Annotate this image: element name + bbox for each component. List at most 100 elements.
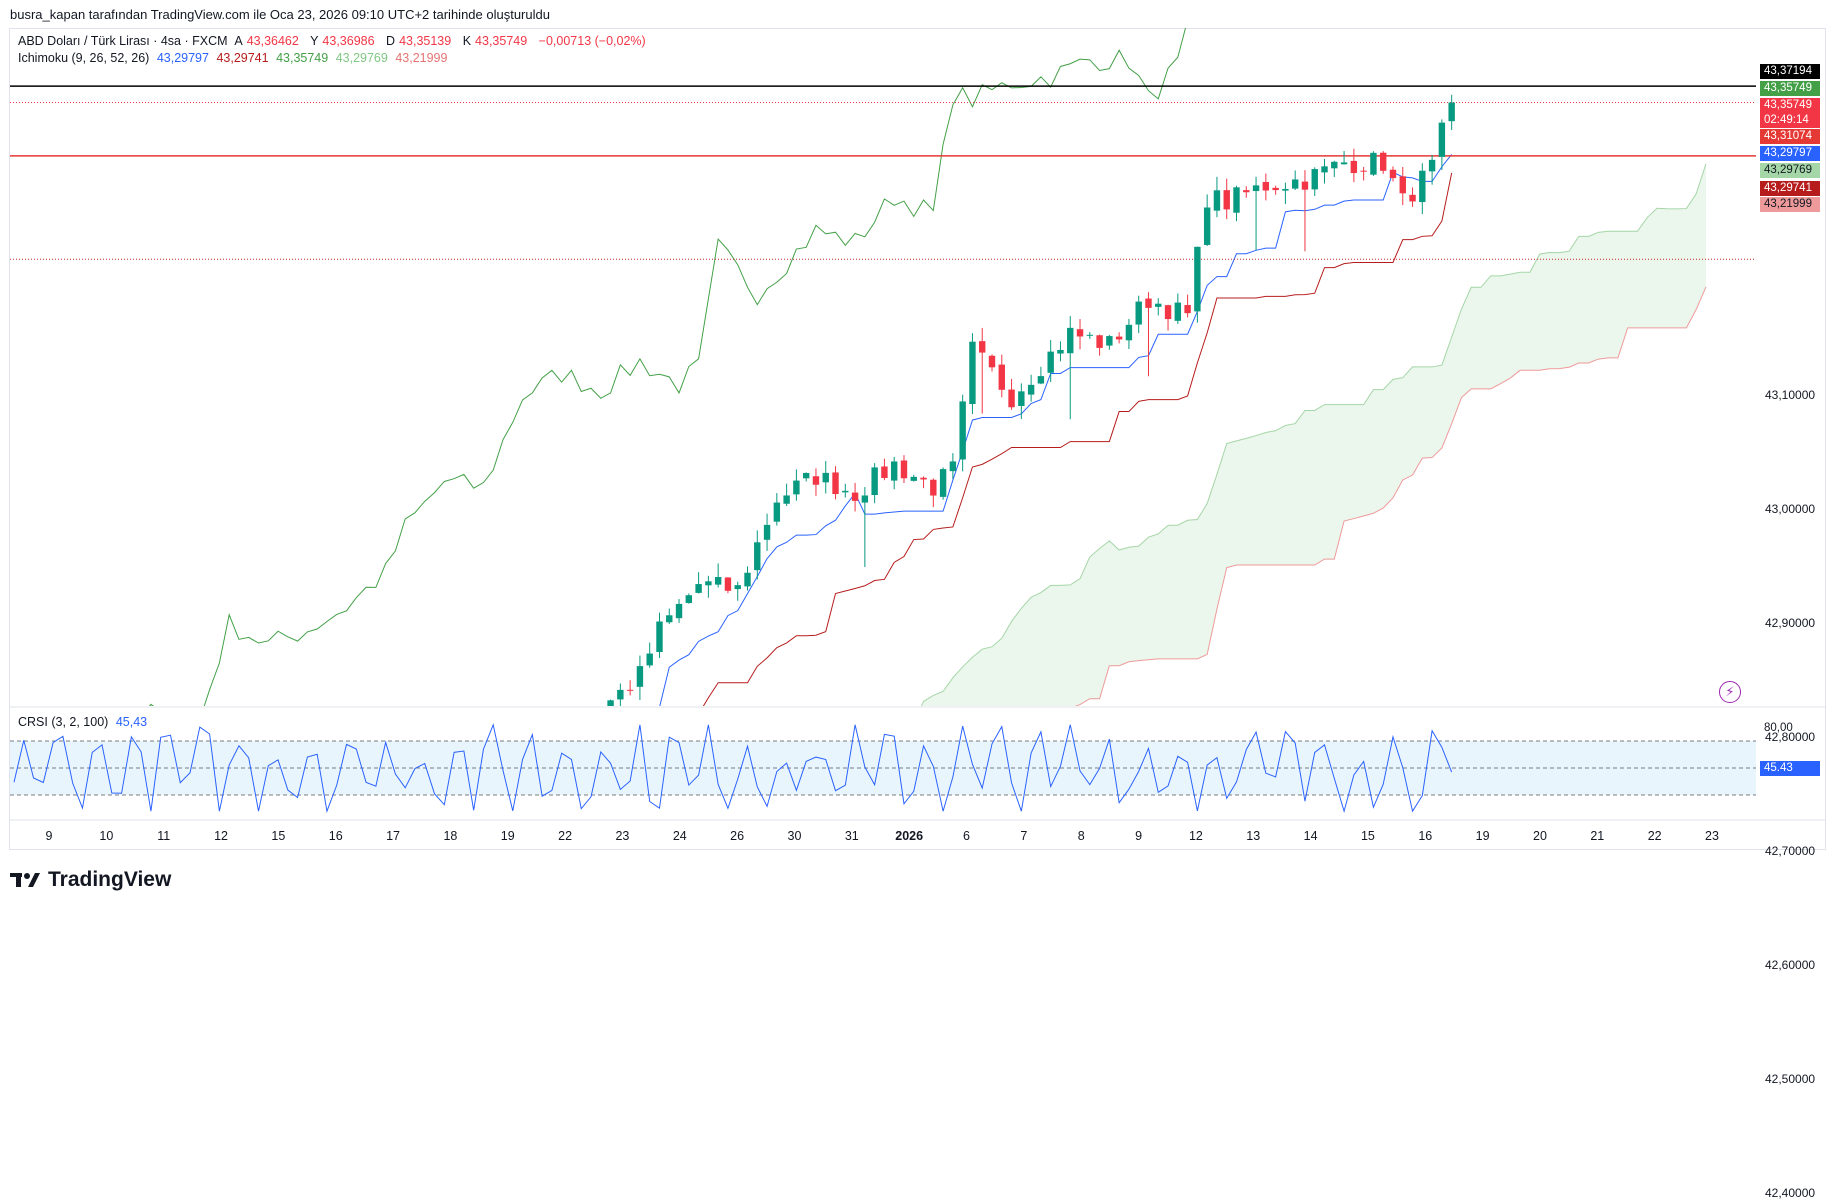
chart-frame <box>9 28 1826 850</box>
candle-body <box>588 717 594 726</box>
candle-body <box>1018 391 1025 406</box>
price-tick: 42,50000 <box>1765 1072 1816 1087</box>
candle-body <box>598 713 604 716</box>
tradingview-logo[interactable]: TradingView <box>10 868 171 892</box>
candle-body <box>1223 190 1230 210</box>
time-tick: 23 <box>1705 829 1719 843</box>
candle-body <box>959 401 966 460</box>
price-label-line: 43,31074 <box>1760 129 1820 144</box>
time-tick: 21 <box>1590 829 1605 843</box>
time-tick: 12 <box>214 829 228 843</box>
candle-body <box>1262 181 1270 191</box>
time-tick: 23 <box>615 829 630 843</box>
candle-body <box>1213 190 1221 211</box>
candle-body <box>1135 301 1142 325</box>
candle-body <box>1243 190 1250 193</box>
candle-body <box>1331 161 1338 169</box>
candle-body <box>705 581 712 586</box>
high-label: Y <box>310 34 319 48</box>
candle-body <box>734 585 741 590</box>
ichimoku-kijun-value: 43,29741 <box>216 51 269 65</box>
candle-body <box>568 731 574 732</box>
candle-body <box>1008 389 1015 408</box>
time-tick: 9 <box>45 829 53 843</box>
candle-body <box>1076 329 1084 337</box>
candle-body <box>402 807 408 821</box>
candle-body <box>1027 384 1035 395</box>
candle-body <box>1350 160 1358 174</box>
ichimoku-legend[interactable]: Ichimoku (9, 26, 52, 26) 43,29797 43,297… <box>18 51 451 65</box>
ichimoku-name: Ichimoku (9, 26, 52, 26) <box>18 51 150 65</box>
candle-body <box>1096 335 1103 348</box>
candle-body <box>353 857 359 866</box>
close-label: K <box>462 34 472 48</box>
candle-body <box>324 868 330 884</box>
candle-body <box>1282 188 1289 191</box>
candle-body <box>881 466 888 478</box>
price-tick: 42,90000 <box>1765 616 1816 631</box>
candle-body <box>1428 159 1436 172</box>
candle-body <box>636 666 644 687</box>
time-tick: 11 <box>157 829 171 843</box>
candle-body <box>988 355 996 368</box>
candle-body <box>246 868 252 888</box>
price-label-senkou-b: 43,21999 <box>1760 197 1820 212</box>
crsi-legend[interactable]: CRSI (3, 2, 100) 45,43 <box>18 715 151 729</box>
candle-body <box>1291 179 1299 189</box>
price-chart[interactable] <box>0 0 1835 909</box>
candle-body <box>1047 351 1054 373</box>
candle-body <box>1321 166 1328 173</box>
time-tick: 9 <box>1135 829 1143 843</box>
candle-body <box>851 492 859 501</box>
candle-body <box>1340 162 1348 165</box>
price-label-kijun: 43,29741 <box>1760 181 1820 196</box>
crsi-name: CRSI (3, 2, 100) <box>18 715 109 729</box>
candle-body <box>334 865 340 872</box>
candle-body <box>314 888 320 894</box>
candle-body <box>891 461 898 481</box>
candle-body <box>539 734 545 740</box>
candle-body <box>1115 336 1123 340</box>
candle-body <box>1184 305 1191 314</box>
candle-body <box>783 495 790 504</box>
price-tick: 43,00000 <box>1765 502 1816 517</box>
candle-body <box>842 490 849 493</box>
candle-body <box>802 472 810 479</box>
time-tick: 8 <box>1077 829 1085 843</box>
time-tick: 12 <box>1188 829 1203 843</box>
candle-body <box>939 469 947 497</box>
candle-body <box>1233 187 1240 213</box>
candle-body <box>236 888 242 908</box>
price-label-senkou-a: 43,29769 <box>1760 163 1820 178</box>
candle-body <box>793 480 800 495</box>
candle-body <box>285 872 291 873</box>
candle-body <box>617 689 624 700</box>
symbol-name[interactable]: ABD Doları / Türk Lirası · 4sa · FXCM <box>18 34 228 48</box>
time-tick: 13 <box>1246 829 1261 843</box>
candle-body <box>969 341 976 405</box>
candle-body <box>949 461 957 472</box>
crsi-value: 45,43 <box>115 715 148 729</box>
price-label-chikou: 43,35749 <box>1760 81 1820 96</box>
author-line: busra_kapan tarafından TradingView.com i… <box>10 7 550 22</box>
price-tick: 42,60000 <box>1765 958 1816 973</box>
open-value: 43,36462 <box>246 34 299 48</box>
time-tick: 24 <box>672 829 687 843</box>
candle-body <box>294 872 300 878</box>
low-label: D <box>386 34 396 48</box>
lightning-icon[interactable]: ⚡ <box>1719 681 1741 703</box>
candle-body <box>979 341 986 353</box>
bar-countdown: 02:49:14 <box>1760 113 1820 128</box>
candle-body <box>1301 181 1309 190</box>
time-tick: 16 <box>328 829 343 843</box>
candle-body <box>363 846 369 860</box>
price-label-top: 43,37194 <box>1760 64 1820 79</box>
candle-body <box>822 472 829 483</box>
chikou-span <box>148 28 1187 706</box>
candle-body <box>1419 170 1426 203</box>
time-tick: 18 <box>443 829 458 843</box>
candle-body <box>675 603 683 619</box>
candle-body <box>265 865 271 868</box>
candle-body <box>216 904 222 909</box>
candle-body <box>773 502 781 522</box>
